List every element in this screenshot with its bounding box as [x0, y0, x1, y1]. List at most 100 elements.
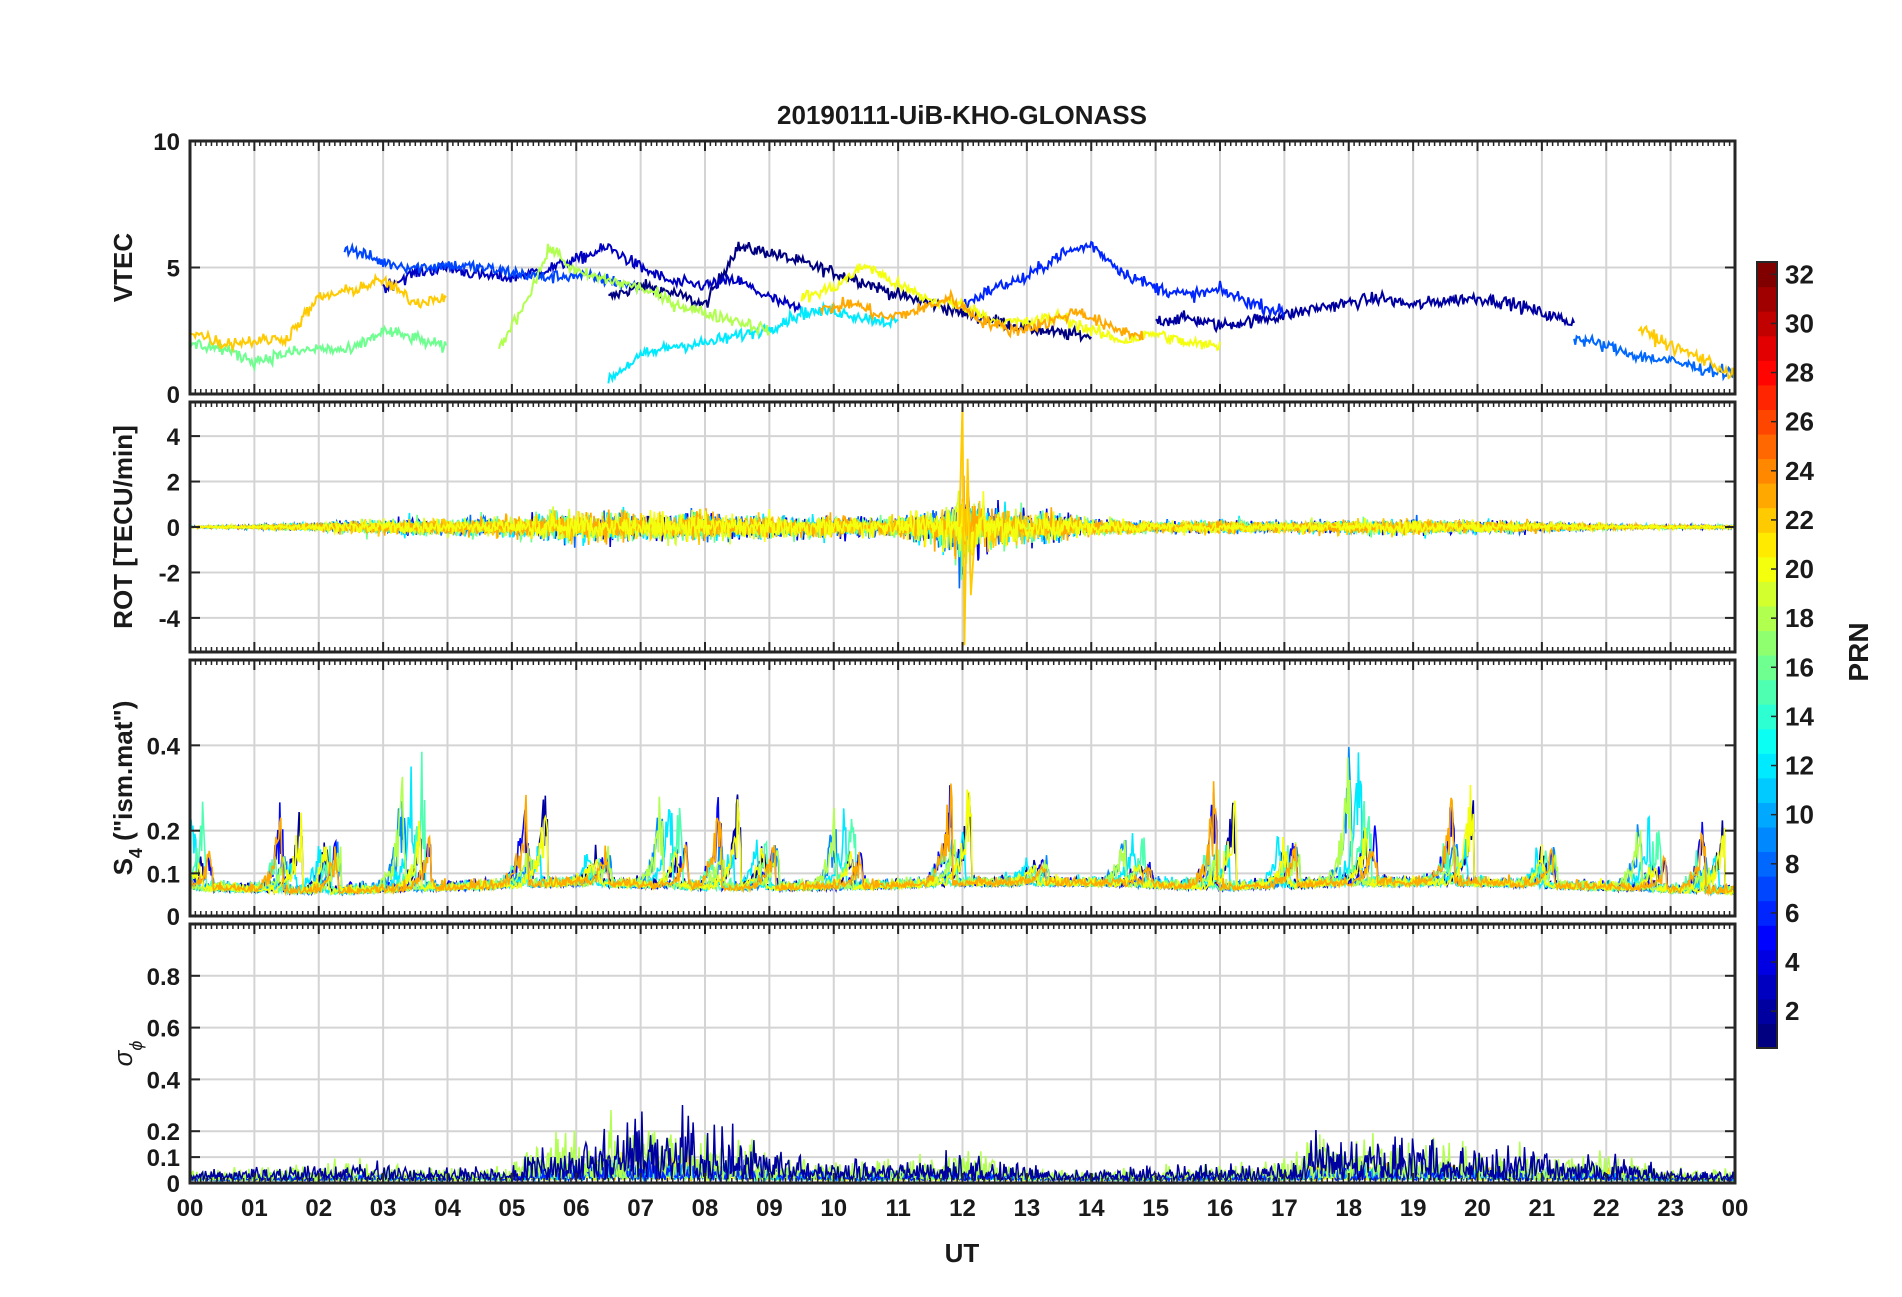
- x-tick-labels: 00 01 02 03 04 05 06 07 08 09 10 11 12 13 14 15 16 17 18 19…: [177, 1195, 1749, 1222]
- grid-s4: [190, 660, 1735, 916]
- vtec-series-prn-1: [608, 241, 1092, 343]
- colorbar-tick-label: 28: [1785, 358, 1814, 388]
- y-axis-label-s4: S4 ("ism.mat"): [108, 701, 146, 876]
- colorbar-segment: [1757, 384, 1777, 410]
- vtec-series-prn-2: [1155, 288, 1576, 334]
- chart-title: 20190111-UiB-KHO-GLONASS: [777, 100, 1147, 130]
- y-tick-label-s4: 0.4: [147, 733, 181, 760]
- colorbar-tick-label: 18: [1785, 603, 1814, 633]
- colorbar-segment: [1757, 851, 1777, 877]
- colorbar-segment: [1757, 507, 1777, 533]
- x-ticks-rot: [189, 402, 1736, 652]
- y-tick-label-s4: 0.1: [147, 861, 180, 888]
- colorbar-segment: [1757, 532, 1777, 558]
- colorbar-segment: [1757, 876, 1777, 902]
- y-tick-label-rot: -2: [159, 560, 180, 587]
- colorbar-segment: [1757, 925, 1777, 951]
- x-tick-label: 20: [1464, 1195, 1491, 1222]
- x-tick-label: 03: [370, 1195, 397, 1222]
- x-tick-label: 15: [1142, 1195, 1169, 1222]
- ylabel-main: ROT [TECU/min]: [108, 425, 138, 629]
- x-tick-label: 10: [820, 1195, 847, 1222]
- ylabel-subscript: ϕ: [126, 1041, 146, 1051]
- x-tick-label: 06: [563, 1195, 590, 1222]
- x-tick-label: 01: [241, 1195, 268, 1222]
- x-ticks-sigma: [189, 924, 1736, 1183]
- y-axis-label-sigma: σϕ: [108, 1041, 146, 1067]
- y-tick-label-sigma: 0: [167, 1171, 180, 1198]
- colorbar-segment: [1757, 679, 1777, 705]
- x-tick-label: 07: [627, 1195, 654, 1222]
- colorbar-segment: [1757, 949, 1777, 975]
- colorbar-tick-label: 8: [1785, 849, 1799, 879]
- colorbar-tick-label: 14: [1785, 701, 1814, 731]
- x-tick-label: 05: [499, 1195, 526, 1222]
- colorbar-segment: [1757, 311, 1777, 337]
- colorbar-segment: [1757, 728, 1777, 754]
- colorbar-segment: [1757, 581, 1777, 607]
- panel-rot: -4 -2 0 2 4 ROT [TECU/min]: [108, 400, 1737, 654]
- x-tick-label: 08: [692, 1195, 719, 1222]
- vtec-series-prn-22: [1637, 324, 1735, 380]
- y-tick-label-rot: 2: [167, 470, 180, 497]
- colorbar-tick-label: 6: [1785, 898, 1799, 928]
- y-tick-label-rot: 4: [167, 424, 181, 451]
- colorbar-segment: [1757, 483, 1777, 509]
- colorbar-segment: [1757, 802, 1777, 828]
- x-tick-label: 18: [1335, 1195, 1362, 1222]
- vtec-series-prn-12: [607, 300, 899, 384]
- grid-sigma: [190, 924, 1735, 1183]
- y-tick-label-vtec: 5: [167, 256, 180, 283]
- y-tick-label-sigma: 0.4: [147, 1067, 181, 1094]
- y-tick-label-sigma: 0.8: [147, 964, 180, 991]
- y-axis-label-vtec: VTEC: [108, 233, 138, 303]
- colorbar-segment: [1757, 360, 1777, 386]
- colorbar-segment: [1757, 704, 1777, 730]
- x-tick-label: 04: [434, 1195, 461, 1222]
- colorbar-segment: [1757, 262, 1777, 288]
- vtec-series-prn-8: [1573, 333, 1735, 382]
- x-tick-label: 09: [756, 1195, 783, 1222]
- colorbar-segment: [1757, 433, 1777, 460]
- y-tick-label-s4: 0.2: [147, 819, 180, 846]
- colorbar-tick-label: 16: [1785, 652, 1814, 682]
- rot-spike: [958, 402, 977, 646]
- colorbar-tick-label: 32: [1785, 259, 1814, 289]
- colorbar-tick-label: 20: [1785, 554, 1814, 584]
- x-tick-label: 14: [1078, 1195, 1105, 1222]
- vtec-series-prn-6: [961, 240, 1286, 319]
- x-tick-label: 21: [1529, 1195, 1556, 1222]
- panel-s4: 00.10.20.4S4 ("ism.mat"): [108, 658, 1737, 931]
- colorbar-segment: [1757, 458, 1777, 484]
- vtec-series-prn-23: [819, 288, 1144, 342]
- vtec-series-prn-20: [800, 263, 1221, 352]
- colorbar-tick-label: 2: [1785, 996, 1799, 1026]
- x-tick-label: 19: [1400, 1195, 1427, 1222]
- x-tick-label: 00: [177, 1195, 204, 1222]
- x-tick-label: 13: [1014, 1195, 1041, 1222]
- x-tick-label: 23: [1657, 1195, 1684, 1222]
- colorbar-segment: [1757, 998, 1777, 1025]
- x-ticks-vtec: [189, 141, 1736, 394]
- panel-sigma: 00.10.2 0.4 0.6 0.8 σϕ: [108, 922, 1737, 1198]
- ylabel-main: VTEC: [108, 233, 138, 303]
- x-tick-label: 17: [1271, 1195, 1298, 1222]
- ylabel-main: S: [108, 858, 138, 875]
- colorbar-tick-label: 4: [1785, 947, 1800, 977]
- y-axis-label-rot: ROT [TECU/min]: [108, 425, 138, 629]
- colorbar-segment: [1757, 409, 1777, 435]
- x-tick-label: 12: [949, 1195, 976, 1222]
- x-axis-label: UT: [945, 1238, 980, 1268]
- colorbar-tick-label: 22: [1785, 505, 1814, 535]
- y-tick-label-vtec: 0: [167, 382, 180, 409]
- colorbar-segment: [1757, 1023, 1777, 1049]
- data-rot: [190, 402, 1735, 646]
- x-tick-label: 00: [1722, 1195, 1749, 1222]
- ylabel-suffix: ("ism.mat"): [108, 701, 138, 848]
- x-tick-label: 11: [885, 1195, 910, 1222]
- y-tick-label-sigma: 0.1: [147, 1145, 180, 1172]
- colorbar-tick-label: 30: [1785, 308, 1814, 338]
